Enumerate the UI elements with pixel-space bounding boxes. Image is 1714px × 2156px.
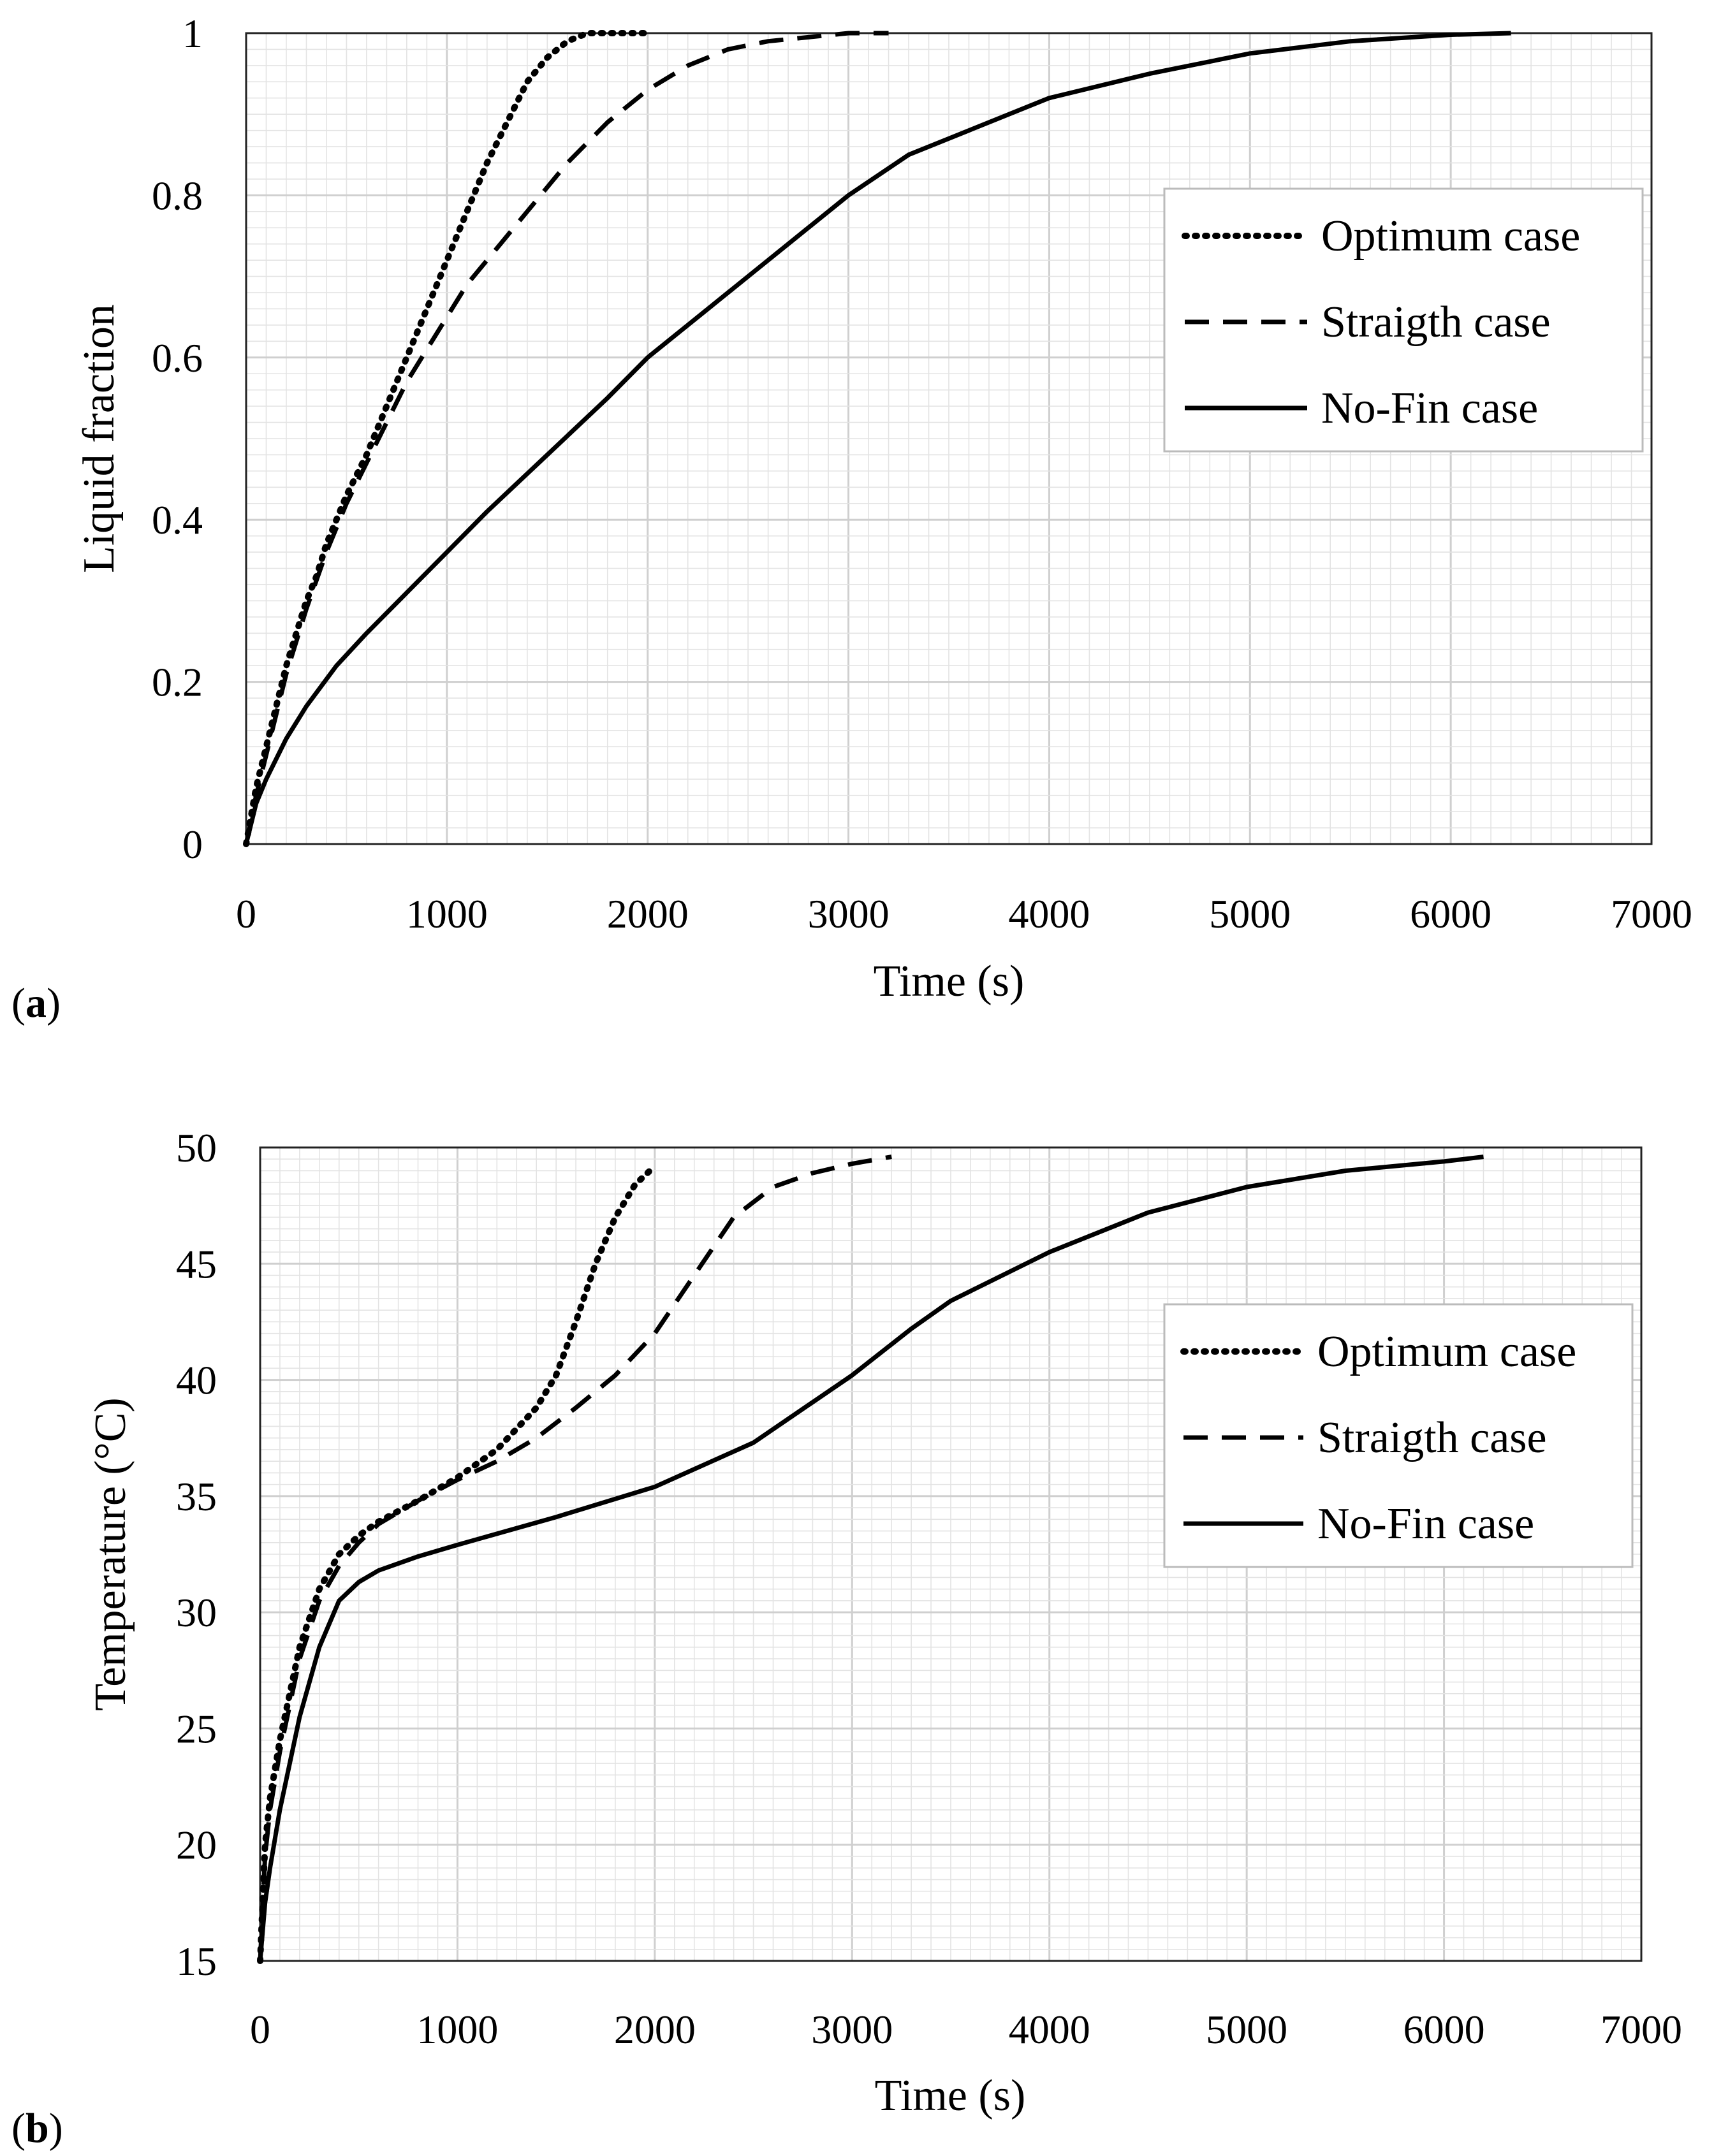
x-axis-title-a: Time (s) [874, 957, 1025, 1006]
legend-a: Optimum case Straigth case No-Fin case [1163, 187, 1644, 453]
x-tick-label: 4000 [1009, 2007, 1090, 2052]
y-tick-label: 50 [176, 1125, 217, 1170]
series-line-no-fin-case [244, 31, 1511, 845]
x-tick-label: 1000 [416, 2007, 498, 2052]
x-tick-label: 2000 [607, 891, 689, 936]
grid-a [245, 33, 1653, 845]
x-tick-label: 5000 [1206, 2007, 1287, 2052]
x-tick-label: 2000 [614, 2007, 696, 2052]
legend-label-nofin-b: No-Fin case [1317, 1499, 1534, 1548]
y-tick-labels-a: 0 0.2 0.4 0.6 0.8 1 [152, 11, 203, 867]
panel-label-b: (b) [11, 2105, 63, 2152]
y-axis-title-b: Temperature (°C) [86, 1397, 135, 1710]
y-axis-title-a: Liquid fraction [75, 304, 124, 573]
legend-label-optimum-b: Optimum case [1317, 1327, 1576, 1376]
y-tick-label: 30 [176, 1590, 217, 1635]
panel-letter-a: a [26, 980, 47, 1026]
y-tick-label: 45 [176, 1241, 217, 1286]
y-tick-label: 0.8 [152, 173, 203, 218]
legend-label-straight-a: Straigth case [1321, 298, 1551, 347]
panel-letter-b: b [26, 2105, 49, 2152]
x-tick-label: 3000 [808, 891, 890, 936]
x-tick-label: 4000 [1008, 891, 1090, 936]
panel-label-a: (a) [11, 980, 61, 1026]
plot-frame-b [259, 1146, 1643, 1962]
chart-a: 0 0.2 0.4 0.6 0.8 1 0 1000 2000 3000 4000 5000 6000… [11, 11, 1692, 1026]
y-tick-label: 0.4 [152, 497, 203, 543]
x-tick-label: 0 [236, 891, 256, 936]
y-tick-label: 0.6 [152, 335, 203, 381]
series-line-optimum-case [257, 1163, 658, 1964]
grid-b [259, 1147, 1643, 1962]
legend-label-straight-b: Straigth case [1317, 1413, 1547, 1462]
legend-label-optimum-a: Optimum case [1321, 212, 1580, 261]
legend-b: Optimum case Straigth case No-Fin case [1163, 1303, 1634, 1568]
y-tick-label: 0 [182, 822, 203, 867]
x-tick-label: 0 [250, 2007, 270, 2052]
series-line-no-fin-case [258, 1154, 1484, 1962]
x-tick-labels-b: 0 1000 2000 3000 4000 5000 6000 7000 [250, 2007, 1682, 2052]
plot-frame-a [245, 32, 1653, 845]
x-axis-title-b: Time (s) [875, 2071, 1026, 2120]
y-tick-label: 20 [176, 1823, 217, 1868]
x-tick-label: 7000 [1611, 891, 1692, 936]
y-tick-label: 40 [176, 1358, 217, 1403]
x-tick-label: 5000 [1209, 891, 1291, 936]
series-line-straigth-case [244, 31, 889, 845]
x-tick-label: 7000 [1600, 2007, 1682, 2052]
x-tick-label: 1000 [406, 891, 488, 936]
y-tick-label: 15 [176, 1939, 217, 1984]
x-tick-label: 6000 [1410, 891, 1491, 936]
y-tick-label: 0.2 [152, 660, 203, 705]
y-tick-labels-b: 15 20 25 30 35 40 45 50 [176, 1125, 217, 1984]
y-tick-label: 1 [182, 11, 203, 56]
series-group-b [257, 1154, 1484, 1964]
series-group-a [243, 30, 1511, 847]
x-tick-labels-a: 0 1000 2000 3000 4000 5000 6000 7000 [236, 891, 1692, 936]
series-line-optimum-case [243, 30, 651, 847]
chart-b: 15 20 25 30 35 40 45 50 0 1000 2000 3000 4000 5000 60… [11, 1125, 1682, 2152]
y-tick-label: 25 [176, 1706, 217, 1751]
series-line-straigth-case [258, 1154, 892, 1962]
y-tick-label: 35 [176, 1474, 217, 1519]
x-tick-label: 6000 [1403, 2007, 1485, 2052]
legend-label-nofin-a: No-Fin case [1321, 384, 1538, 433]
x-tick-label: 3000 [811, 2007, 893, 2052]
